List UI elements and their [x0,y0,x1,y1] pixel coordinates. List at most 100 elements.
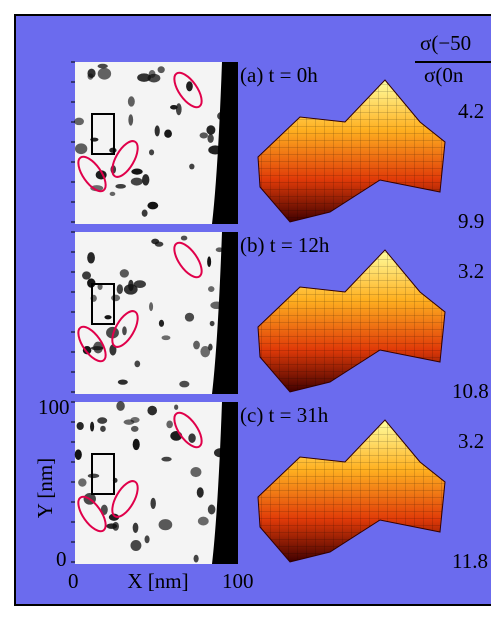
panels: (a) t = 0h 4.2 9.9 (b) t = 12h 3.2 10.8 (c) t … [71,61,489,573]
stm-feature [148,149,155,156]
stm-feature [200,346,211,358]
stm-feature [133,280,146,288]
stm-edge [212,232,238,394]
x-tick-left: 0 [68,569,79,593]
stm-feature [189,163,195,170]
stm-feature [128,114,134,126]
stm-feature [87,252,95,264]
stm-feature [174,404,179,410]
stm-feature [184,312,195,322]
stm-feature [127,96,135,107]
marker-ellipse [77,325,107,363]
stm-feature [97,283,103,290]
stm-feature [175,103,182,116]
stm-feature [142,174,150,186]
stm-edge [212,62,238,224]
stm-feature [154,125,160,137]
stm-feature [207,134,214,143]
stm-feature [188,433,196,443]
stm-feature [166,420,173,429]
stm-feature [90,421,95,432]
stm-edge [212,402,238,564]
stm-feature [100,425,106,432]
stm-feature [132,438,140,451]
stm-image [75,62,238,224]
stm-feature [122,326,127,336]
panel-label: (b) t = 12h [240,233,330,257]
stm-feature [180,235,188,241]
x-tick-right: 100 [222,569,254,593]
surface-mesh [258,420,445,562]
stm-feature [131,168,143,175]
stm-feature [148,70,156,78]
stm-feature [196,487,204,498]
marker-ellipse [173,411,203,449]
y-tick-top: 100 [38,395,70,419]
stm-feature [147,405,158,416]
stm-feature [206,125,216,135]
stm-feature [141,209,148,217]
stm-feature [87,473,100,479]
marker-ellipse [111,310,139,348]
panel-label: (a) t = 0h [240,63,318,87]
stm-feature [115,184,126,189]
stm-feature [106,523,118,529]
bottom-value: 9.9 [458,209,484,233]
stm-feature [87,73,94,80]
stm-feature [74,449,82,460]
marker-ellipse [173,71,203,109]
stm-feature [161,456,172,462]
stm-feature [82,271,91,280]
stm-feature [144,535,150,544]
marker-ellipse [77,155,107,193]
bottom-value: 10.8 [452,379,489,403]
stm-feature [117,379,128,385]
panel-label: (c) t = 31h [240,403,329,427]
stm-feature [207,256,212,268]
marker-box [91,283,115,325]
surface-mesh [258,80,445,222]
stm-feature [123,284,138,295]
stm-image [75,232,238,394]
stm-feature [179,380,190,388]
y-tick-bottom: 0 [56,547,67,571]
stm-feature [78,478,87,487]
stm-feature [149,302,154,312]
ratio-denominator: σ(0n [424,63,464,87]
top-value: 3.2 [458,259,484,283]
stm-feature [116,284,124,295]
stm-feature [193,554,199,563]
stm-feature [111,294,121,302]
marker-ellipse [111,140,139,178]
stm-feature [154,241,164,247]
stm-feature [157,66,165,74]
stm-image [75,402,238,564]
bottom-value: 11.8 [452,549,488,573]
stm-feature [193,340,200,350]
marker-box [91,453,115,495]
stm-feature [90,185,104,192]
stm-feature [150,497,156,510]
stm-feature [116,401,125,411]
stm-feature [109,191,116,197]
stm-feature [93,341,104,354]
stm-feature [123,419,135,425]
stm-feature [130,540,142,551]
stm-feature [170,104,178,110]
stm-feature [119,269,129,278]
stm-feature [130,177,143,186]
stm-feature [74,117,84,126]
stm-feature [97,63,108,69]
marker-box [91,113,115,155]
top-value: 4.2 [458,99,484,123]
stm-feature [109,147,117,153]
stm-feature [186,81,193,92]
stm-feature [147,201,159,210]
stm-feature [76,421,84,431]
stm-feature [134,360,141,368]
stm-feature [190,466,202,478]
ratio-numerator: σ(−50 [420,31,471,55]
stm-feature [158,319,165,327]
stm-feature [74,143,88,155]
marker-ellipse [111,480,139,518]
